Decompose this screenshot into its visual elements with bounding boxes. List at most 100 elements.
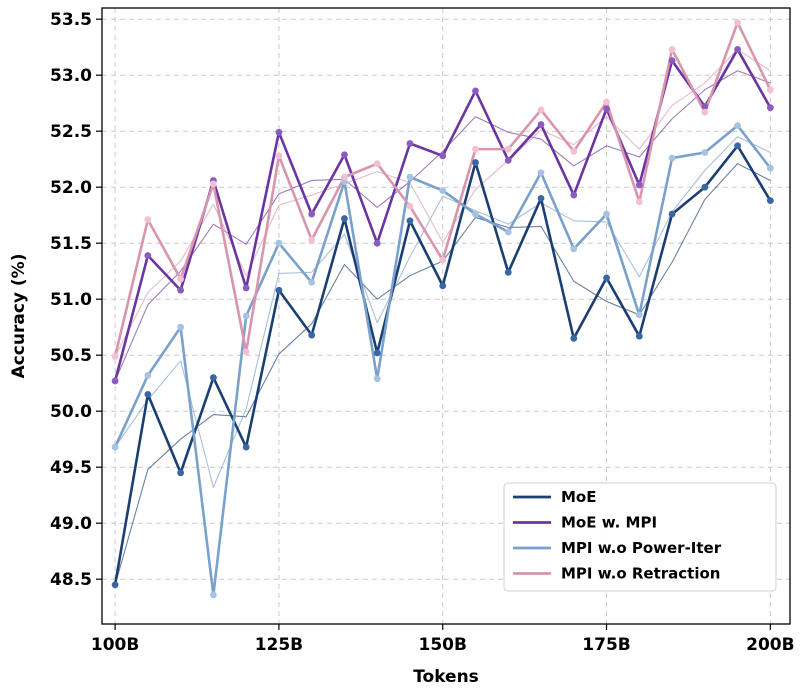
data-point-mpi-w-o-power-iter bbox=[472, 210, 479, 218]
data-point-moe bbox=[209, 374, 217, 381]
x-axis-ticks: 100B 125B 150B 175B 200B bbox=[91, 624, 795, 655]
x-tick-label: 150B bbox=[418, 635, 466, 655]
data-point-moe bbox=[406, 217, 414, 225]
legend-item-mpi-w-o-power-iter: MPI w.o Power-Iter bbox=[513, 539, 722, 557]
data-point-mpi-w-o-retraction bbox=[668, 46, 676, 53]
data-point-moe-w-mpi bbox=[177, 286, 185, 294]
y-tick-label: 50.5 bbox=[50, 346, 92, 366]
data-point-moe-w-mpi bbox=[406, 140, 414, 147]
data-point-moe bbox=[144, 391, 152, 398]
legend-item-moe: MoE bbox=[513, 488, 596, 506]
legend-box bbox=[503, 482, 777, 592]
data-point-moe-w-mpi bbox=[734, 46, 741, 53]
data-point-moe-w-mpi bbox=[537, 121, 545, 128]
data-point-mpi-w-o-power-iter bbox=[603, 210, 610, 218]
data-point-moe-w-mpi bbox=[701, 103, 709, 110]
data-point-mpi-w-o-power-iter bbox=[766, 164, 774, 172]
x-tick-label: 200B bbox=[746, 635, 794, 655]
data-point-mpi-w-o-power-iter bbox=[373, 375, 381, 383]
data-point-moe bbox=[603, 274, 610, 282]
data-point-mpi-w-o-power-iter bbox=[406, 173, 414, 181]
data-point-moe-w-mpi bbox=[111, 377, 119, 385]
data-point-moe bbox=[242, 443, 250, 451]
data-point-mpi-w-o-power-iter bbox=[570, 245, 578, 253]
legend-label: MPI w.o Power-Iter bbox=[561, 539, 722, 557]
data-point-moe bbox=[570, 335, 578, 342]
data-point-mpi-w-o-retraction bbox=[603, 98, 610, 106]
data-point-moe bbox=[504, 268, 512, 276]
data-point-mpi-w-o-retraction bbox=[373, 160, 381, 168]
data-point-moe bbox=[472, 159, 479, 166]
y-tick-label: 50.0 bbox=[50, 402, 92, 422]
data-point-moe-w-mpi bbox=[275, 128, 283, 136]
data-point-mpi-w-o-retraction bbox=[341, 173, 348, 181]
data-point-moe bbox=[111, 581, 119, 589]
data-point-mpi-w-o-power-iter bbox=[144, 371, 152, 379]
data-point-moe bbox=[766, 197, 774, 205]
data-point-mpi-w-o-power-iter bbox=[439, 187, 447, 194]
data-point-mpi-w-o-retraction bbox=[570, 147, 578, 155]
data-point-mpi-w-o-retraction bbox=[209, 180, 217, 188]
legend-label: MPI w.o Retraction bbox=[561, 565, 720, 583]
smoothed-line-mpi-w-o-power-iter bbox=[114, 136, 771, 488]
y-tick-label: 52.5 bbox=[50, 122, 92, 142]
data-point-moe-w-mpi bbox=[603, 105, 610, 113]
data-point-mpi-w-o-power-iter bbox=[177, 323, 185, 331]
data-point-moe bbox=[275, 286, 283, 294]
data-point-moe-w-mpi bbox=[635, 181, 643, 189]
data-point-mpi-w-o-retraction bbox=[308, 236, 316, 244]
smoothed-line-mpi-w-o-retraction bbox=[114, 48, 771, 357]
data-point-moe bbox=[439, 282, 447, 290]
smoothed-line-moe-w-mpi bbox=[114, 70, 771, 382]
y-axis-title: Accuracy (%) bbox=[9, 254, 29, 379]
data-point-mpi-w-o-retraction bbox=[766, 86, 774, 94]
data-point-mpi-w-o-power-iter bbox=[111, 443, 119, 451]
data-point-moe-w-mpi bbox=[570, 191, 578, 199]
legend: MoE MoE w. MPI MPI w.o Power-Iter MPI w.o R… bbox=[503, 482, 777, 592]
y-tick-label: 49.0 bbox=[50, 514, 92, 534]
data-point-moe bbox=[373, 349, 381, 357]
x-tick-label: 175B bbox=[582, 635, 630, 655]
data-point-moe bbox=[635, 332, 643, 340]
data-point-moe bbox=[537, 195, 545, 202]
y-tick-label: 52.0 bbox=[50, 178, 92, 198]
data-point-mpi-w-o-retraction bbox=[439, 256, 447, 264]
data-point-mpi-w-o-power-iter bbox=[308, 279, 316, 286]
data-point-mpi-w-o-retraction bbox=[406, 202, 414, 210]
series-markers bbox=[111, 19, 774, 599]
legend-label: MoE bbox=[561, 488, 596, 506]
y-axis-ticks: 48.5 49.0 49.5 50.0 50.5 51.0 51.5 52.0 52.5 53.0… bbox=[50, 10, 102, 590]
data-point-moe bbox=[668, 210, 676, 218]
data-point-mpi-w-o-retraction bbox=[472, 145, 479, 153]
x-tick-label: 100B bbox=[91, 635, 139, 655]
data-point-mpi-w-o-power-iter bbox=[209, 591, 217, 599]
data-point-moe-w-mpi bbox=[472, 87, 479, 95]
data-point-mpi-w-o-retraction bbox=[504, 145, 512, 153]
data-point-moe-w-mpi bbox=[766, 104, 774, 112]
data-point-mpi-w-o-power-iter bbox=[242, 312, 250, 320]
data-point-mpi-w-o-power-iter bbox=[504, 228, 512, 236]
data-point-mpi-w-o-power-iter bbox=[537, 169, 545, 177]
data-point-mpi-w-o-retraction bbox=[701, 108, 709, 116]
data-point-moe-w-mpi bbox=[242, 284, 250, 292]
y-tick-label: 49.5 bbox=[50, 458, 92, 478]
y-tick-label: 51.0 bbox=[50, 290, 92, 310]
data-point-moe bbox=[177, 469, 185, 477]
data-point-moe bbox=[341, 215, 348, 222]
data-point-moe-w-mpi bbox=[668, 57, 676, 65]
data-point-mpi-w-o-power-iter bbox=[734, 122, 741, 129]
data-point-moe-w-mpi bbox=[504, 156, 512, 164]
data-point-moe-w-mpi bbox=[373, 239, 381, 247]
x-tick-label: 125B bbox=[255, 635, 303, 655]
legend-item-moe-w-mpi: MoE w. MPI bbox=[513, 514, 657, 532]
data-point-mpi-w-o-retraction bbox=[734, 19, 741, 26]
data-point-mpi-w-o-retraction bbox=[242, 348, 250, 356]
data-point-mpi-w-o-retraction bbox=[177, 275, 185, 283]
grid-lines bbox=[102, 8, 790, 624]
data-point-moe bbox=[701, 183, 709, 191]
legend-label: MoE w. MPI bbox=[561, 514, 657, 532]
data-point-moe-w-mpi bbox=[144, 252, 152, 259]
data-point-mpi-w-o-retraction bbox=[144, 216, 152, 224]
